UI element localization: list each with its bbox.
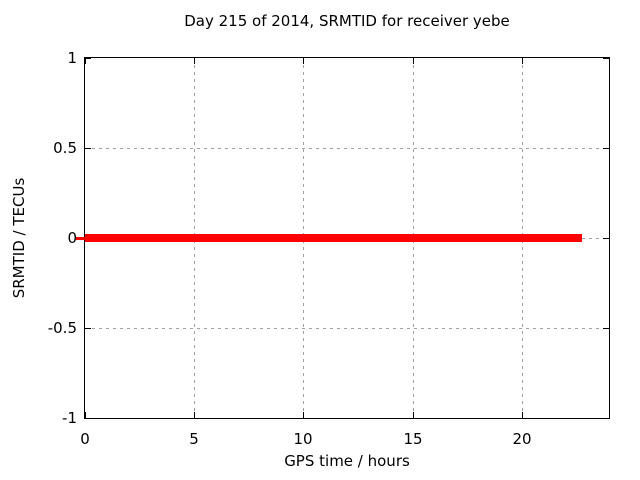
x-tick-mark-bottom <box>85 412 86 418</box>
y-tick-mark-right <box>603 148 609 149</box>
x-tick-mark-top <box>522 58 523 64</box>
y-tick-label: 0.5 <box>53 139 77 157</box>
x-tick-label: 15 <box>403 430 423 448</box>
y-tick-mark-left <box>85 148 91 149</box>
y-tick-mark-left <box>85 418 91 419</box>
y-tick-label: -0.5 <box>47 319 77 337</box>
chart-title: Day 215 of 2014, SRMTID for receiver yeb… <box>184 12 510 30</box>
y-tick-mark-left <box>85 328 91 329</box>
x-tick-mark-bottom <box>413 412 414 418</box>
x-tick-label: 20 <box>512 430 532 448</box>
y-tick-label: 1 <box>67 49 77 67</box>
series-line-srmtid <box>85 234 582 242</box>
y-tick-mark-left <box>85 58 91 59</box>
x-axis-label: GPS time / hours <box>284 452 410 470</box>
y-tick-label: 0 <box>67 229 77 247</box>
plot-area <box>76 57 610 419</box>
x-tick-label: 5 <box>189 430 199 448</box>
x-tick-mark-top <box>194 58 195 64</box>
y-tick-mark-right <box>603 418 609 419</box>
y-gridline <box>85 328 609 329</box>
x-tick-mark-bottom <box>522 412 523 418</box>
series-line-overhang <box>76 237 85 240</box>
x-tick-mark-top <box>413 58 414 64</box>
y-tick-mark-right <box>603 238 609 239</box>
x-tick-mark-bottom <box>194 412 195 418</box>
y-tick-mark-right <box>603 328 609 329</box>
y-gridline <box>85 148 609 149</box>
y-tick-mark-right <box>603 58 609 59</box>
x-tick-mark-top <box>303 58 304 64</box>
x-tick-label: 0 <box>80 430 90 448</box>
x-tick-mark-bottom <box>303 412 304 418</box>
y-tick-label: -1 <box>62 409 77 427</box>
x-tick-label: 10 <box>293 430 313 448</box>
x-tick-mark-top <box>85 58 86 64</box>
